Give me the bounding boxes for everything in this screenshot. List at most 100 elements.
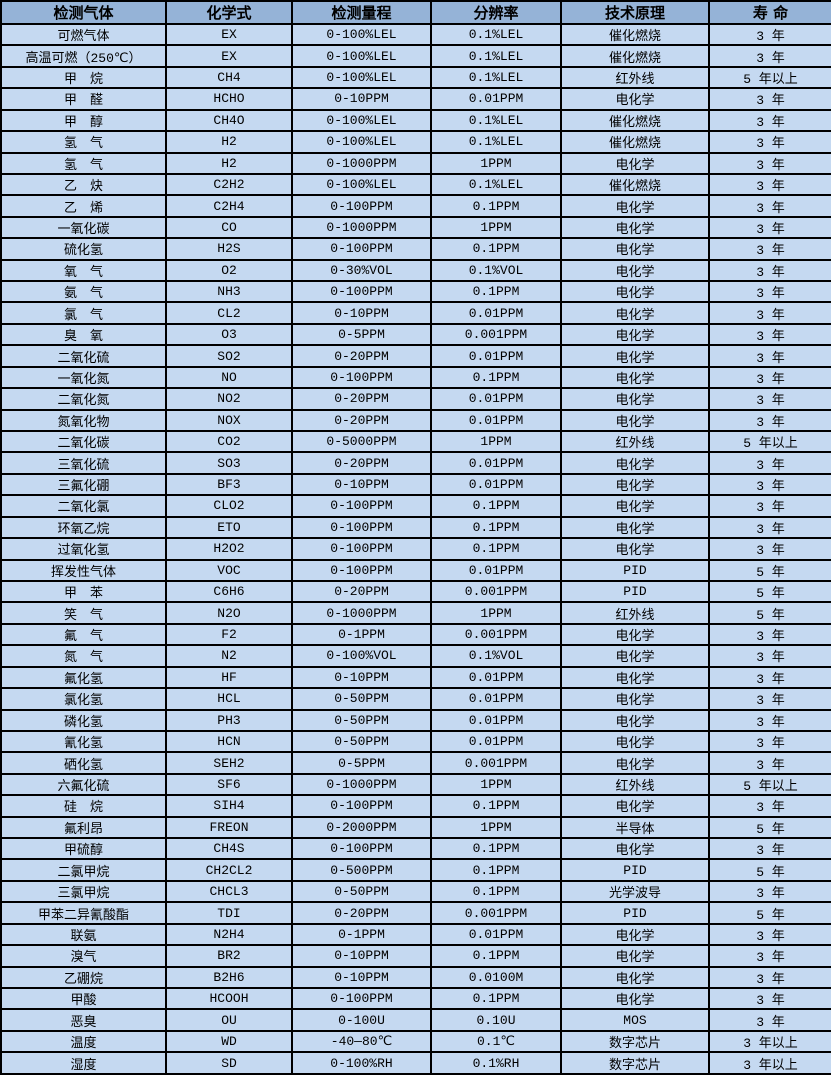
table-row: 三氯甲烷 CHCL3 0-50PPM 0.1PPM 光学波导 3 年 xyxy=(0,879,831,904)
cell: 0.01PPM xyxy=(430,708,562,732)
cell: 电化学 xyxy=(560,344,710,368)
cell: 笑 气 xyxy=(0,601,167,625)
cell: 0-1000PPM xyxy=(291,772,432,797)
cell: SO3 xyxy=(165,451,293,475)
cell: 0-20PPM xyxy=(291,451,432,475)
cell: CHCL3 xyxy=(165,879,293,904)
cell: 氯 气 xyxy=(0,301,167,325)
cell: 氟化氢 xyxy=(0,665,167,690)
cell: 电化学 xyxy=(560,965,710,990)
cell: 温度 xyxy=(0,1029,167,1054)
cell: 5 年以上 xyxy=(708,772,831,797)
cell: 3 年 xyxy=(708,472,831,497)
cell: 电化学 xyxy=(560,922,710,947)
cell: 电化学 xyxy=(560,215,710,240)
cell: 5 年 xyxy=(708,601,831,625)
column-header-1: 化学式 xyxy=(165,0,293,25)
cell: 二氧化碳 xyxy=(0,429,167,454)
cell: 可燃气体 xyxy=(0,22,167,47)
cell: 3 年 xyxy=(708,729,831,754)
cell: 0-100PPM xyxy=(291,365,432,390)
cell: 0.1PPM xyxy=(430,365,562,390)
cell: 0-5000PPM xyxy=(291,429,432,454)
cell: 过氧化氢 xyxy=(0,537,167,561)
table-row: 硅 烷 SIH4 0-100PPM 0.1PPM 电化学 3 年 xyxy=(0,794,831,818)
cell: PID xyxy=(560,901,710,925)
cell: 氟利昂 xyxy=(0,815,167,840)
table-row: 氢 气 H2 0-100%LEL 0.1%LEL 催化燃烧 3 年 xyxy=(0,130,831,154)
cell: 0-100%VOL xyxy=(291,644,432,668)
cell: 0.1%LEL xyxy=(430,172,562,197)
cell: 0.1%LEL xyxy=(430,108,562,133)
cell: 0-10PPM xyxy=(291,472,432,497)
cell: 0.1℃ xyxy=(430,1029,562,1054)
cell: 5 年以上 xyxy=(708,65,831,90)
cell: 氰化氢 xyxy=(0,729,167,754)
cell: 3 年 xyxy=(708,665,831,690)
cell: 0.01PPM xyxy=(430,665,562,690)
cell: BR2 xyxy=(165,944,293,968)
cell: B2H6 xyxy=(165,965,293,990)
column-header-0: 检测气体 xyxy=(0,0,167,25)
table-row: 恶臭 OU 0-100U 0.10U MOS 3 年 xyxy=(0,1008,831,1032)
table-row: 高温可燃（250℃） EX 0-100%LEL 0.1%LEL 催化燃烧 3 年 xyxy=(0,44,831,68)
table-row: 湿度 SD 0-100%RH 0.1%RH 数字芯片 3 年以上 xyxy=(0,1051,831,1075)
table-row: 硫化氢 H2S 0-100PPM 0.1PPM 电化学 3 年 xyxy=(0,237,831,261)
cell: 0-100PPM xyxy=(291,280,432,304)
table-row: 挥发性气体 VOC 0-100PPM 0.01PPM PID 5 年 xyxy=(0,558,831,582)
cell: 三氧化硫 xyxy=(0,451,167,475)
cell: HCOOH xyxy=(165,986,293,1011)
cell: 3 年 xyxy=(708,151,831,175)
table-row: 甲 醇 CH4O 0-100%LEL 0.1%LEL 催化燃烧 3 年 xyxy=(0,108,831,133)
cell: 0-50PPM xyxy=(291,879,432,904)
cell: 5 年 xyxy=(708,815,831,840)
cell: 0-100%LEL xyxy=(291,130,432,154)
cell: NH3 xyxy=(165,280,293,304)
cell: 电化学 xyxy=(560,687,710,711)
cell: 0-100%RH xyxy=(291,1051,432,1075)
cell: 3 年 xyxy=(708,451,831,475)
cell: EX xyxy=(165,44,293,68)
cell: 3 年 xyxy=(708,794,831,818)
cell: 3 年 xyxy=(708,687,831,711)
cell: 0.1%LEL xyxy=(430,44,562,68)
cell: PID xyxy=(560,579,710,604)
cell: 二氧化氮 xyxy=(0,387,167,411)
cell: CLO2 xyxy=(165,494,293,518)
cell: 催化燃烧 xyxy=(560,108,710,133)
table-row: 氮氧化物 NOX 0-20PPM 0.01PPM 电化学 3 年 xyxy=(0,408,831,433)
table-row: 氰化氢 HCN 0-50PPM 0.01PPM 电化学 3 年 xyxy=(0,729,831,754)
cell: 电化学 xyxy=(560,87,710,111)
cell: 数字芯片 xyxy=(560,1029,710,1054)
cell: 0-1000PPM xyxy=(291,601,432,625)
cell: 电化学 xyxy=(560,794,710,818)
cell: 0-1000PPM xyxy=(291,215,432,240)
cell: 3 年以上 xyxy=(708,1029,831,1054)
cell: 3 年 xyxy=(708,837,831,861)
cell: 0-20PPM xyxy=(291,901,432,925)
cell: ETO xyxy=(165,515,293,540)
cell: N2O xyxy=(165,601,293,625)
cell: 二氯甲烷 xyxy=(0,858,167,882)
cell: 0.01PPM xyxy=(430,558,562,582)
cell: 电化学 xyxy=(560,729,710,754)
cell: 3 年 xyxy=(708,622,831,647)
cell: 0.01PPM xyxy=(430,344,562,368)
cell: 氨 气 xyxy=(0,280,167,304)
cell: 0-100PPM xyxy=(291,986,432,1011)
cell: 0-100%LEL xyxy=(291,108,432,133)
cell: NO2 xyxy=(165,387,293,411)
cell: 3 年 xyxy=(708,944,831,968)
table-row: 甲 苯 C6H6 0-20PPM 0.001PPM PID 5 年 xyxy=(0,579,831,604)
table-row: 溴气 BR2 0-10PPM 0.1PPM 电化学 3 年 xyxy=(0,944,831,968)
cell: 三氟化硼 xyxy=(0,472,167,497)
cell: CH2CL2 xyxy=(165,858,293,882)
cell: 氮 气 xyxy=(0,644,167,668)
cell: WD xyxy=(165,1029,293,1054)
cell: 0-100PPM xyxy=(291,837,432,861)
table-row: 二氯甲烷 CH2CL2 0-500PPM 0.1PPM PID 5 年 xyxy=(0,858,831,882)
cell: 0-500PPM xyxy=(291,858,432,882)
cell: 氟 气 xyxy=(0,622,167,647)
cell: 0.1%LEL xyxy=(430,65,562,90)
